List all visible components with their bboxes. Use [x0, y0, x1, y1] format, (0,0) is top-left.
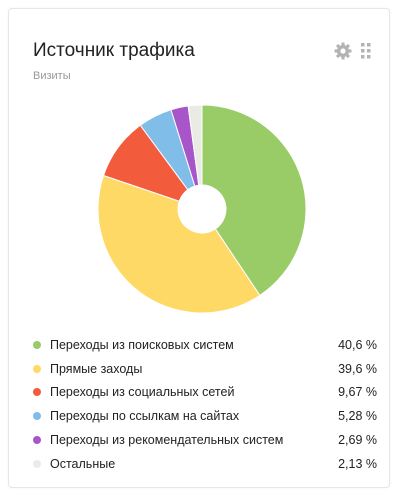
legend-label: Переходы из рекомендательных систем — [50, 433, 284, 448]
legend-value: 40,6 % — [338, 337, 377, 352]
legend-value: 9,67 % — [338, 385, 377, 400]
legend-color-dot-icon — [33, 340, 41, 349]
gear-icon[interactable] — [333, 41, 353, 61]
legend-label: Переходы из социальных сетей — [50, 385, 235, 400]
legend-value: 39,6 % — [338, 361, 377, 376]
legend-color-dot-icon — [33, 412, 41, 421]
legend-color-dot-icon — [33, 436, 41, 445]
legend-item[interactable]: Прямые заходы 39,6 % — [33, 357, 377, 381]
legend-color-dot-icon — [33, 388, 41, 397]
widget-title: Источник трафика — [33, 40, 195, 61]
legend-item[interactable]: Остальные 2,13 % — [33, 452, 377, 476]
drag-handle-icon[interactable] — [361, 43, 371, 59]
legend-value: 5,28 % — [338, 409, 377, 424]
widget-subtitle: Визиты — [33, 70, 71, 82]
legend-item[interactable]: Переходы из социальных сетей 9,67 % — [33, 381, 377, 405]
legend-label: Переходы по ссылкам на сайтах — [50, 409, 240, 424]
legend-color-dot-icon — [33, 459, 41, 468]
legend-item[interactable]: Переходы из рекомендательных систем 2,69 … — [33, 428, 377, 452]
legend-label: Переходы из поисковых систем — [50, 337, 234, 352]
legend-item[interactable]: Переходы по ссылкам на сайтах 5,28 % — [33, 404, 377, 428]
legend-item[interactable]: Переходы из поисковых систем 40,6 % — [33, 333, 377, 357]
pie-slice[interactable] — [97, 174, 261, 314]
legend-value: 2,69 % — [338, 433, 377, 448]
legend-value: 2,13 % — [338, 456, 377, 471]
legend-label: Остальные — [50, 456, 116, 471]
traffic-source-widget: Источник трафика Визиты Переходы из поис… — [8, 8, 390, 488]
legend-label: Прямые заходы — [50, 361, 143, 376]
traffic-pie-chart — [97, 104, 307, 314]
pie-slice[interactable] — [187, 104, 203, 186]
chart-legend: Переходы из поисковых систем 40,6 % Прямые… — [33, 333, 377, 476]
legend-color-dot-icon — [33, 364, 41, 373]
